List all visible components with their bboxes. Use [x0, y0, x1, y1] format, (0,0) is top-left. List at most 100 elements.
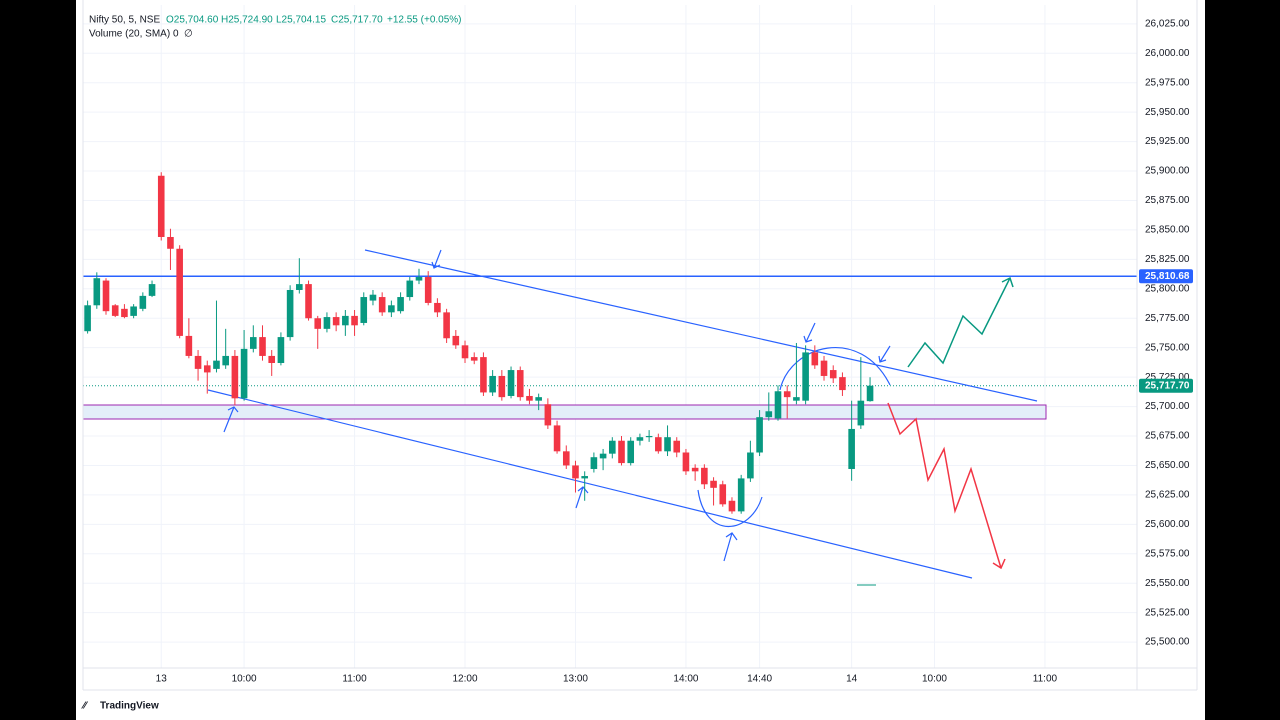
candle-body [323, 317, 331, 329]
x-tick-label: 11:00 [1033, 674, 1058, 685]
candle-body [682, 452, 690, 472]
candle-body [526, 395, 533, 401]
high: H25,724.90 [221, 15, 273, 26]
y-tick-label: 25,975.00 [1145, 77, 1190, 88]
candle-body [148, 284, 156, 296]
candle-body [609, 440, 616, 454]
candle-body [737, 478, 745, 512]
close: C25,717.70 [331, 15, 383, 26]
x-tick-label: 12:00 [453, 674, 478, 685]
candle-body [222, 355, 229, 366]
candle-body [84, 305, 91, 332]
candle-body [378, 297, 386, 313]
candle-body [599, 453, 607, 459]
candle-body [286, 289, 294, 338]
candle-body [130, 306, 137, 316]
y-tick-label: 25,550.00 [1145, 578, 1190, 589]
x-tick-label: 10:00 [232, 674, 257, 685]
candle-body [691, 467, 699, 472]
y-tick-label: 25,725.00 [1145, 372, 1190, 383]
arc [697, 489, 763, 528]
y-tick-label: 25,925.00 [1145, 136, 1190, 147]
candle-body [793, 397, 800, 401]
candle-body [397, 297, 404, 312]
candle-body [452, 335, 460, 346]
y-tick-label: 25,625.00 [1145, 490, 1190, 501]
last-price-label: 25,717.70 [1145, 380, 1190, 391]
arrow [223, 406, 239, 433]
symbol: Nifty 50, 5, NSE [89, 15, 160, 26]
candle-body [655, 437, 662, 452]
y-tick-label: 26,025.00 [1145, 18, 1190, 29]
y-tick-label: 25,850.00 [1145, 225, 1190, 236]
arrow [431, 249, 442, 269]
candle-body [185, 335, 193, 356]
candle-body [176, 248, 183, 336]
candle-body [747, 452, 754, 479]
y-tick-label: 25,900.00 [1145, 166, 1190, 177]
logo-mark: ⁄⁄ [81, 701, 89, 712]
level-label-box [1139, 269, 1193, 284]
candle-body [424, 277, 432, 303]
volume-name: Volume (20, SMA) [89, 29, 170, 40]
x-tick-label: 14 [846, 674, 858, 685]
candle-body [461, 345, 469, 359]
candle-body [710, 480, 717, 488]
candle-body [102, 280, 110, 312]
candle-body [783, 391, 791, 398]
candle-body [240, 348, 248, 399]
candle-body [581, 476, 588, 479]
level-label: 25,810.68 [1145, 271, 1190, 282]
candle-body [157, 175, 165, 237]
candle-body [277, 337, 285, 363]
candle-body [351, 315, 358, 326]
candle-body [618, 440, 625, 464]
candle-body [167, 236, 174, 249]
volume-extra: ∅ [184, 29, 193, 40]
x-tick-label: 13:00 [563, 674, 588, 685]
open: O25,704.60 [166, 15, 219, 26]
y-tick-label: 25,500.00 [1145, 637, 1190, 648]
projection-up [907, 276, 1014, 368]
candle-body [498, 375, 506, 398]
candle-body [820, 360, 828, 376]
candle-body [848, 428, 855, 469]
y-tick-label: 25,525.00 [1145, 607, 1190, 618]
trend-line [207, 389, 973, 579]
y-tick-label: 25,600.00 [1145, 519, 1190, 530]
candle-body [636, 437, 644, 441]
candle-body [406, 280, 414, 298]
candle-body [121, 308, 128, 318]
candle-body [194, 355, 202, 369]
y-tick-label: 25,775.00 [1145, 313, 1190, 324]
y-tick-label: 25,875.00 [1145, 195, 1190, 206]
candle-body [507, 370, 515, 396]
low: L25,704.15 [276, 15, 326, 26]
y-tick-label: 26,000.00 [1145, 48, 1190, 59]
candle-body [314, 318, 322, 329]
zone [82, 404, 1047, 420]
candle-body [369, 294, 377, 301]
candle-body [360, 297, 368, 323]
candle-body [590, 457, 598, 469]
y-tick-label: 25,825.00 [1145, 254, 1190, 265]
axes: 25,500.00 25,525.00 25,550.00 25,575.00 25,6… [156, 18, 1193, 685]
candle-body [470, 357, 478, 361]
y-tick-label: 25,675.00 [1145, 431, 1190, 442]
candle-body [480, 357, 487, 393]
candle-body [305, 284, 312, 319]
last-price-box [1139, 378, 1193, 393]
candle-body [434, 302, 441, 313]
y-tick-label: 25,575.00 [1145, 548, 1190, 559]
candle-body [332, 317, 340, 326]
x-tick-label: 13 [156, 674, 168, 685]
candle-body [388, 305, 395, 313]
candle-body [553, 425, 561, 452]
arrow [803, 322, 816, 343]
arrow [575, 486, 589, 509]
y-tick-label: 25,800.00 [1145, 283, 1190, 294]
candle-body [213, 360, 220, 369]
candle-body [111, 305, 119, 316]
